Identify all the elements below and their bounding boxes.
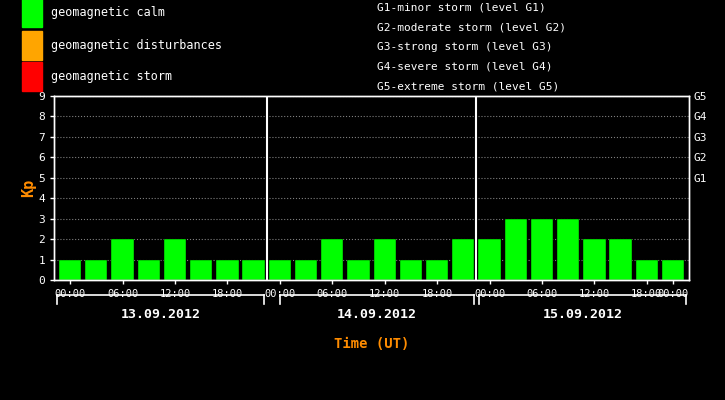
- Bar: [321, 239, 344, 280]
- Text: 13.09.2012: 13.09.2012: [120, 308, 201, 321]
- Text: geomagnetic disturbances: geomagnetic disturbances: [51, 39, 222, 52]
- Text: Time (UT): Time (UT): [334, 337, 409, 351]
- Bar: [22, 62, 42, 91]
- Bar: [662, 260, 684, 280]
- Bar: [636, 260, 658, 280]
- Bar: [242, 260, 265, 280]
- Text: 15.09.2012: 15.09.2012: [542, 308, 623, 321]
- Text: geomagnetic storm: geomagnetic storm: [51, 70, 172, 83]
- Bar: [22, 31, 42, 60]
- Bar: [426, 260, 448, 280]
- Bar: [505, 219, 527, 280]
- Bar: [452, 239, 474, 280]
- Text: G3-strong storm (level G3): G3-strong storm (level G3): [377, 42, 552, 52]
- Bar: [164, 239, 186, 280]
- Bar: [399, 260, 422, 280]
- Bar: [373, 239, 396, 280]
- Bar: [112, 239, 133, 280]
- Bar: [22, 0, 42, 27]
- Bar: [478, 239, 501, 280]
- Bar: [583, 239, 605, 280]
- Bar: [85, 260, 107, 280]
- Bar: [138, 260, 160, 280]
- Bar: [347, 260, 370, 280]
- Bar: [269, 260, 291, 280]
- Text: 14.09.2012: 14.09.2012: [337, 308, 417, 321]
- Text: G4-severe storm (level G4): G4-severe storm (level G4): [377, 62, 552, 72]
- Text: geomagnetic calm: geomagnetic calm: [51, 6, 165, 19]
- Bar: [610, 239, 631, 280]
- Bar: [216, 260, 239, 280]
- Bar: [190, 260, 212, 280]
- Bar: [531, 219, 553, 280]
- Bar: [557, 219, 579, 280]
- Text: G2-moderate storm (level G2): G2-moderate storm (level G2): [377, 22, 566, 32]
- Text: G5-extreme storm (level G5): G5-extreme storm (level G5): [377, 81, 559, 91]
- Y-axis label: Kp: Kp: [21, 179, 36, 197]
- Text: G1-minor storm (level G1): G1-minor storm (level G1): [377, 3, 546, 13]
- Bar: [59, 260, 81, 280]
- Bar: [295, 260, 317, 280]
